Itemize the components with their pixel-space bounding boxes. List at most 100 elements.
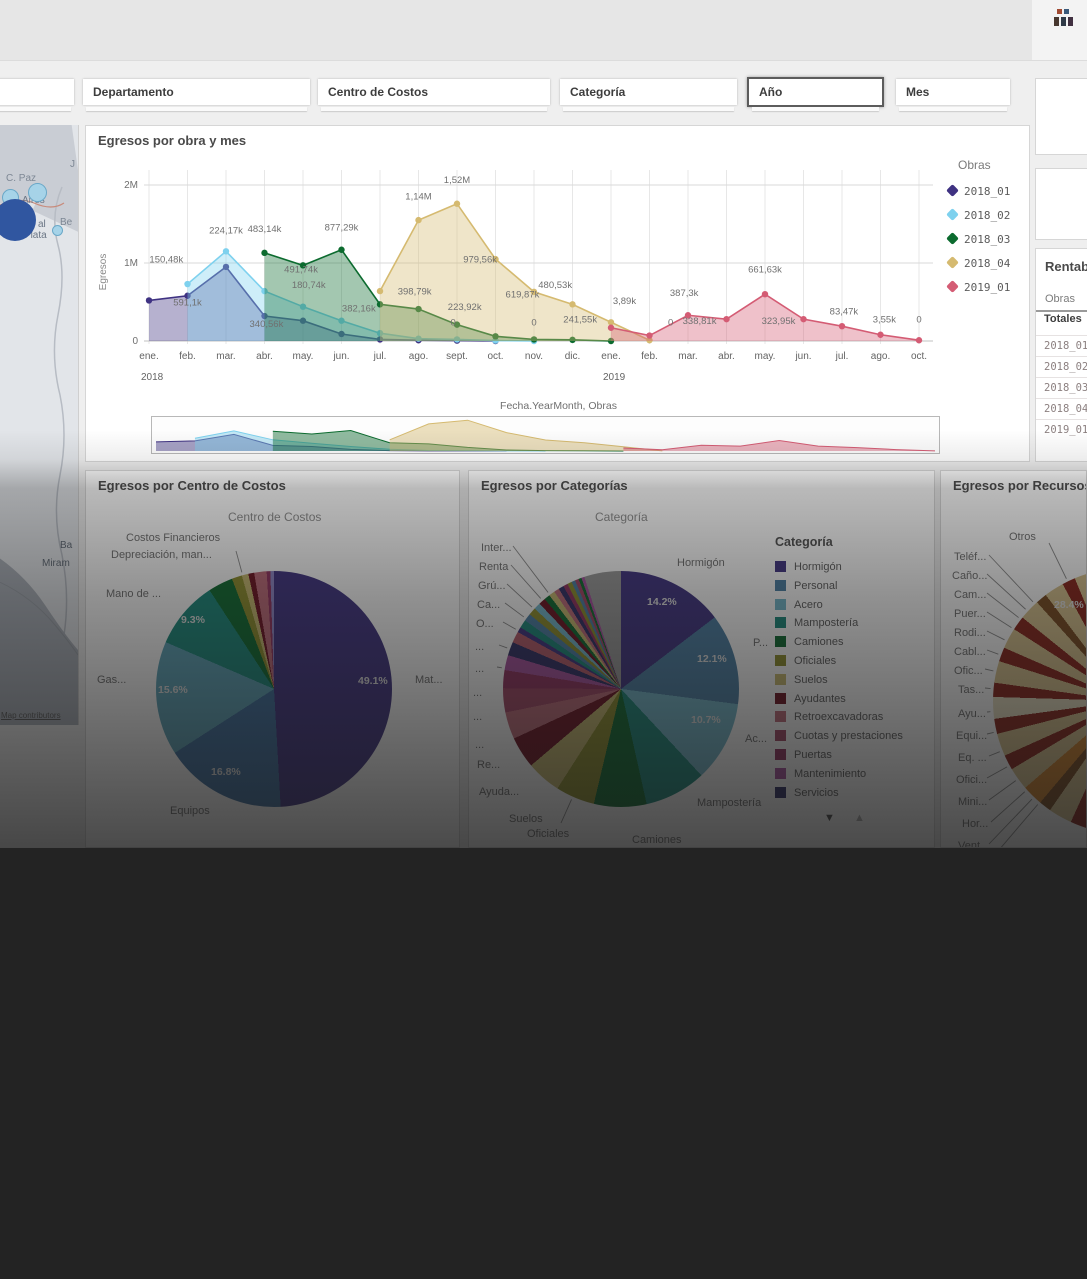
legend-swatch-icon [775, 767, 786, 779]
pie-legend-entry[interactable]: Personal [775, 579, 838, 592]
svg-text:877,29k: 877,29k [325, 222, 359, 233]
pie-percent-label: 16.8% [211, 766, 241, 778]
pie-slice-label: Mat... [415, 674, 443, 686]
pie-title: Egresos por Categorías [481, 478, 628, 493]
pie-chart[interactable] [503, 571, 739, 807]
table-title: Rentab [1045, 259, 1087, 274]
map-panel[interactable]: C. Paz J Aires al Be La Plata Ba Miram M… [0, 125, 79, 725]
pie-legend-entry[interactable]: Suelos [775, 673, 828, 686]
line-legend-entry[interactable]: 2018_04 [946, 256, 1011, 270]
svg-text:480,53k: 480,53k [538, 280, 572, 291]
pie-legend-entry[interactable]: Cuotas y prestaciones [775, 730, 903, 742]
pie-legend-entry[interactable]: Servicios [775, 786, 839, 799]
pie-slice-label: Tas... [958, 684, 985, 696]
pie-legend-entry[interactable]: Camiones [775, 636, 844, 648]
pie-legend-entry[interactable]: Hormigón [775, 561, 842, 573]
pie-legend-entry[interactable]: Mampostería [775, 617, 858, 629]
filter-box-partial-left[interactable] [0, 79, 74, 111]
line-legend-title: Obras [958, 158, 991, 172]
pie-recursos-card: Egresos por Recursos 28.4% Otros Teléf... C… [940, 470, 1087, 848]
right-panel-card-2[interactable] [1035, 168, 1087, 240]
pie-slice-label: Oficiales [527, 828, 570, 840]
svg-text:0: 0 [531, 318, 536, 329]
svg-text:591,1k: 591,1k [173, 297, 202, 308]
legend-swatch-icon [775, 692, 786, 704]
svg-text:340,56k: 340,56k [250, 319, 284, 330]
pie-percent-label: 15.6% [158, 684, 188, 696]
pie-legend-entry[interactable]: Retroexcavadoras [775, 711, 883, 723]
pie-legend-entry[interactable]: Mantenimiento [775, 767, 866, 780]
pie-slice-label: ... [473, 687, 483, 699]
pie-slice-label: ... [473, 711, 483, 723]
legend-diamond-icon [946, 280, 959, 293]
legend-swatch-icon [775, 579, 786, 591]
pie-slice-label: Camiones [632, 834, 682, 846]
table-row[interactable]: 2018_03 [1036, 377, 1087, 398]
selections-columns-icon[interactable] [1053, 9, 1075, 27]
filter-box-categoria[interactable]: Categoría [560, 79, 737, 111]
svg-text:491,74k: 491,74k [284, 265, 318, 276]
pie-legend-entry[interactable]: Oficiales [775, 655, 836, 667]
table-row[interactable]: 2018_02 [1036, 356, 1087, 377]
column-label: Obras [1045, 293, 1075, 305]
pie-legend-entry[interactable]: Acero [775, 598, 823, 611]
svg-text:661,63k: 661,63k [748, 265, 782, 276]
table-row[interactable]: 2018_04 [1036, 398, 1087, 419]
legend-page-up-icon[interactable]: ▲ [854, 812, 865, 824]
svg-text:jul.: jul. [373, 351, 387, 362]
table-row[interactable]: 2018_01 [1036, 335, 1087, 356]
svg-text:dic.: dic. [565, 351, 581, 362]
filter-box-centro-de-costos[interactable]: Centro de Costos [318, 79, 550, 111]
legend-swatch-icon [775, 655, 786, 666]
line-legend-entry[interactable]: 2018_02 [946, 208, 1010, 222]
legend-entry-label: Camiones [794, 636, 844, 649]
map-bubble-small[interactable] [28, 183, 47, 202]
pie-legend-title: Categoría [775, 535, 833, 549]
legend-diamond-icon [946, 208, 959, 221]
right-panel-card-1[interactable] [1035, 78, 1087, 155]
legend-entry-label: Suelos [794, 673, 828, 686]
pie-slice-label: Grú... [478, 580, 506, 592]
filter-box-ano-selected[interactable]: Año [747, 77, 884, 111]
svg-text:jun.: jun. [794, 351, 811, 362]
legend-entry-label: Oficiales [794, 655, 837, 667]
legend-swatch-icon [775, 598, 786, 610]
map-bubble-large[interactable] [0, 199, 36, 241]
pie-slice-label: Ac... [745, 733, 768, 745]
icon-bar [1068, 17, 1073, 26]
svg-text:ago.: ago. [871, 351, 890, 362]
legend-entry-label: Personal [794, 579, 838, 592]
pie-percent-label: 12.1% [697, 653, 727, 665]
line-legend-entry[interactable]: 2018_01 [946, 184, 1010, 198]
legend-entry-label: Puertas [794, 749, 832, 761]
pie-legend-entry[interactable]: Puertas [775, 749, 832, 761]
legend-page-down-icon[interactable]: ▼ [824, 812, 835, 824]
svg-text:oct.: oct. [911, 351, 927, 362]
svg-text:223,92k: 223,92k [448, 302, 482, 313]
legend-diamond-icon [946, 256, 959, 269]
svg-text:jun.: jun. [332, 351, 349, 362]
filter-label: Departamento [93, 85, 174, 99]
filter-box-departamento[interactable]: Departamento [83, 79, 310, 111]
pie-title: Egresos por Recursos [953, 478, 1087, 493]
svg-text:feb.: feb. [179, 351, 196, 362]
legend-entry-label: Mampostería [794, 617, 859, 630]
pie-slice-label: Caño... [952, 570, 988, 582]
pie-legend-entry[interactable]: Ayudantes [775, 692, 846, 705]
line-legend-entry[interactable]: 2019_01 [946, 280, 1010, 294]
table-column-obras[interactable]: Obras ▲ [1045, 293, 1075, 305]
filter-box-mes[interactable]: Mes [896, 79, 1010, 111]
map-bubble-small[interactable] [52, 225, 63, 236]
pie-slice-label: Ofici... [956, 774, 988, 786]
table-row[interactable]: 2019_01 [1036, 419, 1087, 440]
filter-label: Centro de Costos [328, 85, 429, 99]
svg-text:3,55k: 3,55k [873, 315, 896, 326]
pie-slice-label: Depreciación, man... [111, 549, 212, 561]
line-legend-entry[interactable]: 2018_03 [946, 232, 1010, 246]
legend-entry-label: 2018_04 [964, 257, 1011, 270]
pie-chart[interactable] [156, 571, 392, 807]
navigator-chart[interactable] [151, 416, 940, 454]
svg-text:323,95k: 323,95k [762, 316, 796, 327]
map-attribution-link[interactable]: Map contributors [1, 711, 61, 720]
